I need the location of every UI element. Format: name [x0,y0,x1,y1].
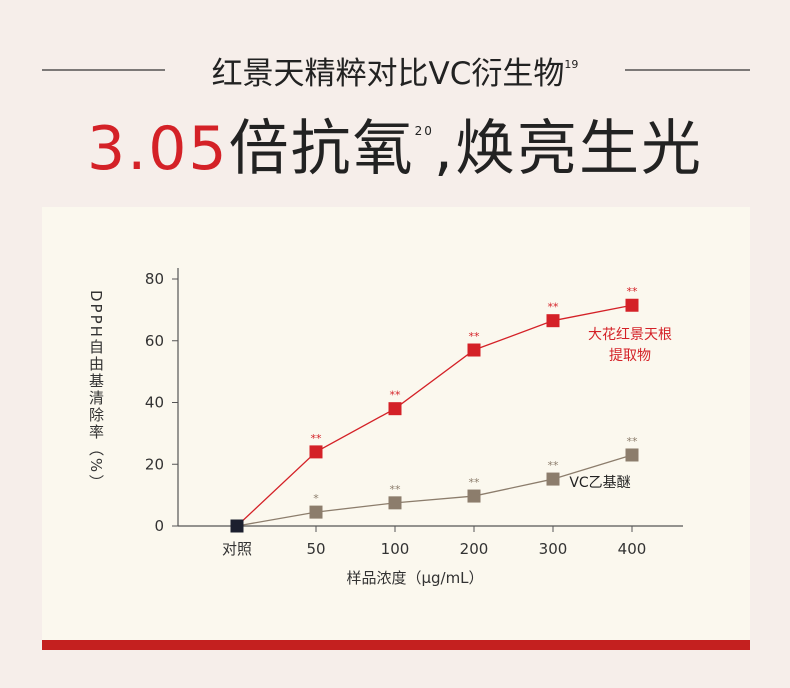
y-tick-label: 20 [145,455,164,473]
x-tick-label: 400 [618,540,647,558]
marker [309,505,323,519]
significance: ** [390,483,402,496]
significance: ** [627,435,639,448]
title: 红景天精粹对比VC衍生物19 [0,48,790,93]
x-tick-label: 200 [460,540,489,558]
marker [388,496,402,510]
y-tick-label: 80 [145,270,164,288]
significance: * [313,492,319,505]
significance: ** [548,301,560,314]
y-tick-label: 40 [145,394,164,412]
marker [625,448,639,462]
marker [467,343,481,357]
x-tick-label: 对照 [222,540,252,558]
y-axis-label: DPPH自由基清除率（%） [87,290,105,492]
marker [467,489,481,503]
series-label: 大花红景天根提取物 [588,327,672,365]
headline-text: 倍抗氧 [228,114,415,184]
headline-tail: ,焕亮生光 [433,114,703,184]
significance: ** [469,330,481,343]
significance: ** [548,459,560,472]
marker [388,402,402,416]
y-tick-label: 60 [145,332,164,350]
x-tick-label: 100 [381,540,410,558]
bottom-bar [42,640,750,650]
series-line [236,304,633,527]
y-tick-label: 0 [154,517,164,535]
x-axis-label: 样品浓度（μg/mL） [346,569,483,587]
marker [546,472,560,486]
significance: ** [390,389,402,402]
marker [230,519,244,533]
significance: ** [311,432,323,445]
series-line [236,454,633,527]
series-label: VC乙基醚 [569,474,631,491]
marker [625,298,639,312]
footnote: 20 [414,124,434,138]
x-tick-label: 300 [539,540,568,558]
significance: ** [627,285,639,298]
marker [546,314,560,328]
headline: 3.05倍抗氧20,焕亮生光 [0,100,790,187]
marker [309,445,323,459]
footnote: 19 [564,58,579,71]
headline-number: 3.05 [87,114,229,184]
panel [42,207,750,640]
significance: ** [469,476,481,489]
title-text: 红景天精粹对比VC衍生物 [211,56,565,92]
x-tick-label: 50 [306,540,325,558]
